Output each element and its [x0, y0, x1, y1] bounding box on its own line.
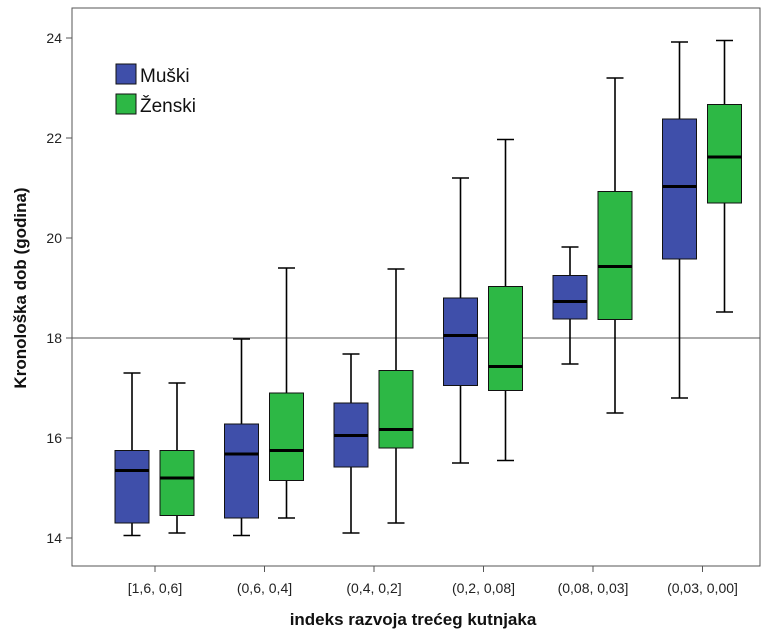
x-tick-label-2: (0,4, 0,2] — [346, 580, 401, 596]
iqr-box — [224, 423, 259, 519]
box-female-4 — [597, 77, 633, 414]
box-female-3 — [488, 138, 523, 462]
box-male-2 — [333, 353, 369, 534]
y-tick-label-16: 16 — [46, 430, 62, 446]
box-male-4 — [552, 246, 588, 365]
y-tick-label-20: 20 — [46, 230, 62, 246]
iqr-box — [443, 297, 478, 386]
iqr-box — [552, 275, 588, 320]
iqr-box — [707, 104, 742, 204]
iqr-box — [662, 118, 697, 260]
box-female-2 — [378, 268, 414, 524]
box-male-5 — [662, 41, 697, 399]
legend-swatch-female — [115, 93, 137, 115]
legend-swatch-male — [115, 63, 137, 85]
x-tick-label-5: (0,03, 0,00] — [667, 580, 738, 596]
y-tick-label-18: 18 — [46, 330, 62, 346]
box-plots — [114, 39, 742, 537]
box-female-1 — [269, 267, 304, 519]
y-tick-label-14: 14 — [46, 530, 62, 546]
box-female-5 — [707, 39, 742, 313]
legend-label-male: Muški — [140, 66, 190, 87]
x-tick-label-3: (0,2, 0,08] — [452, 580, 515, 596]
y-axis-title: Kronološka dob (godina) — [11, 187, 30, 388]
x-tick-label-1: (0,6, 0,4] — [237, 580, 292, 596]
x-tick-label-0: [1,6, 0,6] — [128, 580, 182, 596]
box-male-1 — [224, 338, 259, 537]
iqr-box — [488, 286, 523, 391]
x-axis: [1,6, 0,6] (0,6, 0,4] (0,4, 0,2] (0,2, 0,08… — [128, 566, 738, 596]
x-tick-label-4: (0,08, 0,03] — [558, 580, 629, 596]
y-tick-label-22: 22 — [46, 130, 62, 146]
legend: Muški Ženski — [115, 63, 196, 117]
y-tick-label-24: 24 — [46, 30, 62, 46]
box-male-3 — [443, 177, 478, 464]
iqr-box — [159, 450, 195, 516]
box-female-0 — [159, 382, 195, 534]
legend-label-female: Ženski — [140, 95, 196, 117]
iqr-box — [269, 392, 304, 481]
iqr-box — [378, 370, 414, 449]
x-axis-title: indeks razvoja trećeg kutnjaka — [290, 610, 537, 629]
iqr-box — [114, 450, 150, 524]
y-axis: 14 16 18 20 22 24 — [46, 30, 72, 546]
box-male-0 — [114, 372, 150, 537]
iqr-box — [597, 191, 633, 320]
